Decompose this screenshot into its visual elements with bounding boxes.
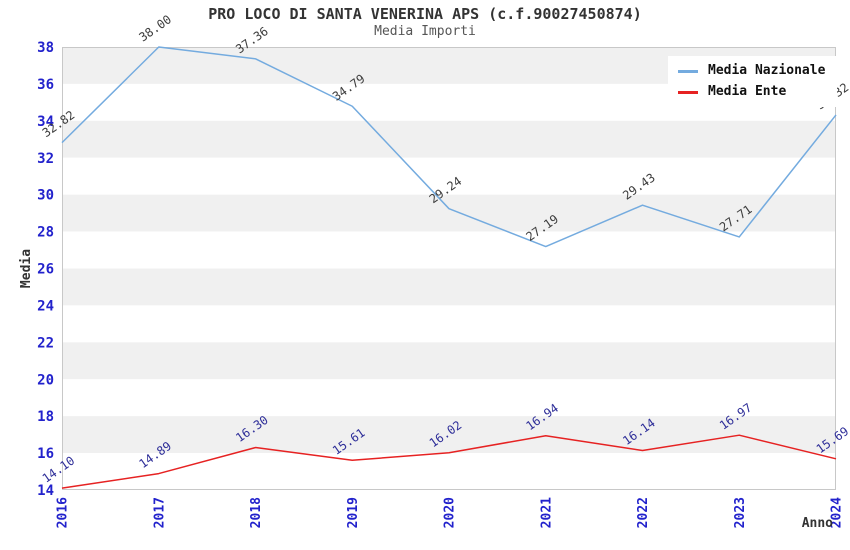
legend-item-media-ente: Media Ente [678, 85, 825, 99]
svg-text:38.00: 38.00 [136, 12, 174, 44]
svg-text:18: 18 [37, 409, 54, 425]
y-axis-title: Media [19, 249, 34, 288]
svg-text:2021: 2021 [539, 497, 554, 528]
x-axis-tick-labels: 2016 2017 2018 2019 2020 2021 2022 2023 2024 [56, 497, 845, 528]
svg-text:2023: 2023 [733, 497, 748, 528]
legend-item-media-nazionale: Media Nazionale [678, 64, 825, 78]
svg-text:2016: 2016 [56, 497, 71, 528]
svg-text:30: 30 [37, 188, 54, 204]
svg-text:2024: 2024 [830, 497, 845, 528]
series-line-media-nazionale [61, 46, 837, 248]
svg-text:2019: 2019 [346, 497, 361, 528]
legend-swatch-media-ente-icon [678, 90, 698, 94]
svg-text:14: 14 [37, 483, 54, 499]
svg-text:2022: 2022 [636, 497, 651, 528]
svg-text:28: 28 [37, 225, 54, 241]
x-axis-title: Anno [802, 516, 833, 531]
chart-subtitle: Media Importi [374, 24, 476, 39]
legend-label-media-nazionale: Media Nazionale [708, 63, 826, 78]
svg-text:16: 16 [37, 446, 54, 462]
svg-text:34: 34 [37, 114, 54, 130]
legend-label-media-ente: Media Ente [708, 84, 787, 99]
svg-text:26: 26 [37, 262, 54, 278]
chart-title: PRO LOCO DI SANTA VENERINA APS (c.f.9002… [208, 5, 642, 23]
svg-text:2020: 2020 [443, 497, 458, 528]
svg-text:20: 20 [37, 372, 54, 388]
svg-text:22: 22 [37, 335, 54, 351]
plot-border [62, 47, 836, 490]
svg-text:2017: 2017 [152, 497, 167, 528]
y-axis-tick-labels: 14 16 18 20 22 24 26 28 30 32 34 36 38 [37, 40, 54, 499]
legend-swatch-media-nazionale-icon [678, 69, 698, 73]
series-line-media-ente [61, 434, 837, 489]
svg-text:38: 38 [37, 40, 54, 56]
svg-text:2018: 2018 [249, 497, 264, 528]
svg-text:36: 36 [37, 77, 54, 93]
svg-text:24: 24 [37, 298, 54, 314]
svg-text:32: 32 [37, 151, 54, 167]
plot-bands [62, 47, 836, 490]
legend: Media Nazionale Media Ente [668, 56, 838, 107]
